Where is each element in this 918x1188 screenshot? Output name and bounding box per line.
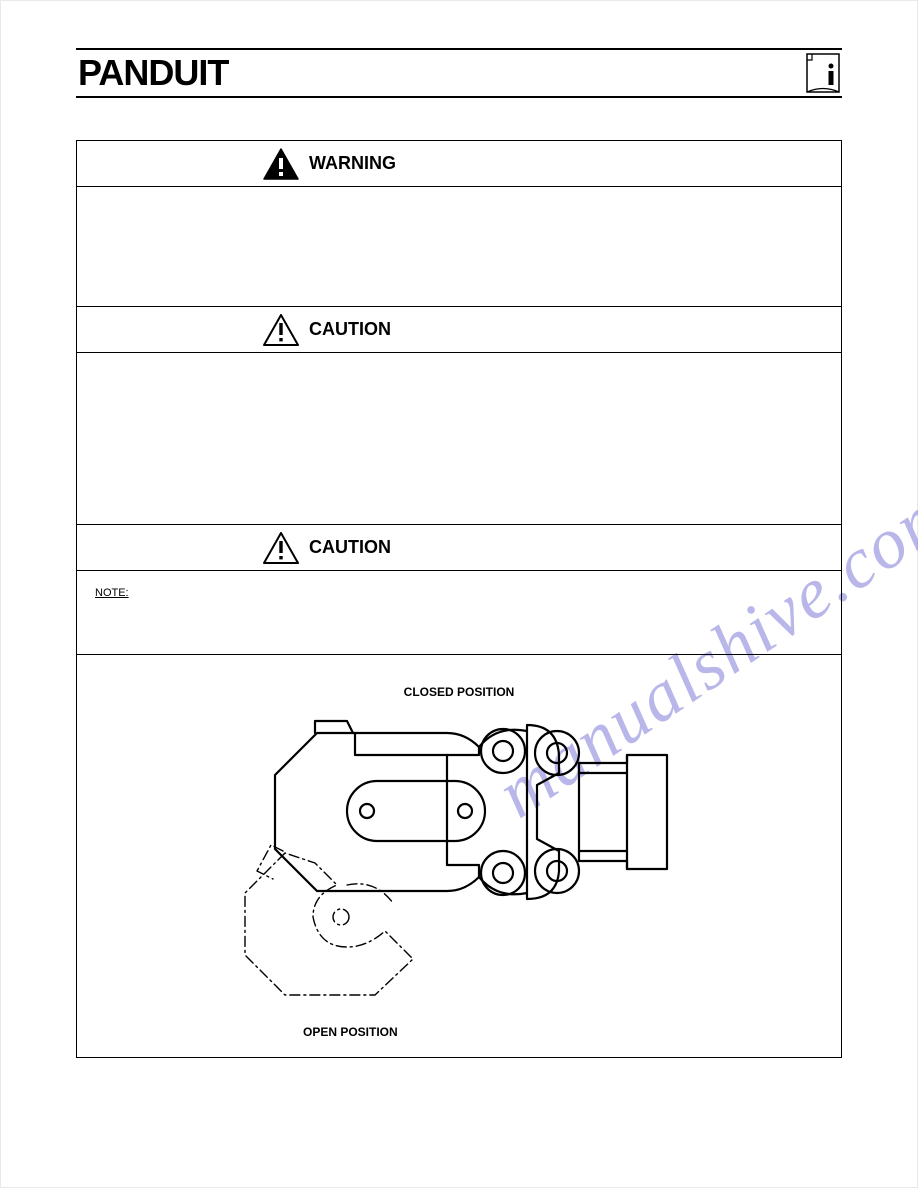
caution-title-1: CAUTION bbox=[309, 319, 391, 340]
note-label: NOTE: bbox=[95, 587, 129, 599]
caution-heading-2: CAUTION bbox=[77, 525, 841, 571]
logo-text: PANDUIT bbox=[78, 52, 228, 94]
caution-triangle-icon bbox=[263, 314, 299, 346]
caution-heading-1: CAUTION bbox=[77, 307, 841, 353]
caution-triangle-icon bbox=[263, 532, 299, 564]
figure-cell: CLOSED POSITION bbox=[77, 655, 841, 1057]
panduit-logo: PANDUIT bbox=[78, 52, 228, 94]
crimp-tool-diagram bbox=[197, 703, 737, 1033]
caution-body-1 bbox=[77, 353, 841, 525]
warning-body bbox=[77, 187, 841, 307]
warning-title: WARNING bbox=[309, 153, 396, 174]
caution-title-2: CAUTION bbox=[309, 537, 391, 558]
warning-heading: WARNING bbox=[77, 141, 841, 187]
document-header: PANDUIT bbox=[76, 48, 842, 98]
figure-label-open: OPEN POSITION bbox=[303, 1025, 398, 1039]
manual-info-icon bbox=[806, 53, 840, 93]
page-content: PANDUIT WARNING bbox=[76, 48, 842, 1058]
caution-body-2: NOTE: bbox=[77, 571, 841, 655]
warning-triangle-icon bbox=[263, 148, 299, 180]
safety-content-box: WARNING CAUTION CAUTION NOTE: bbox=[76, 140, 842, 1058]
figure-label-closed: CLOSED POSITION bbox=[77, 685, 841, 699]
